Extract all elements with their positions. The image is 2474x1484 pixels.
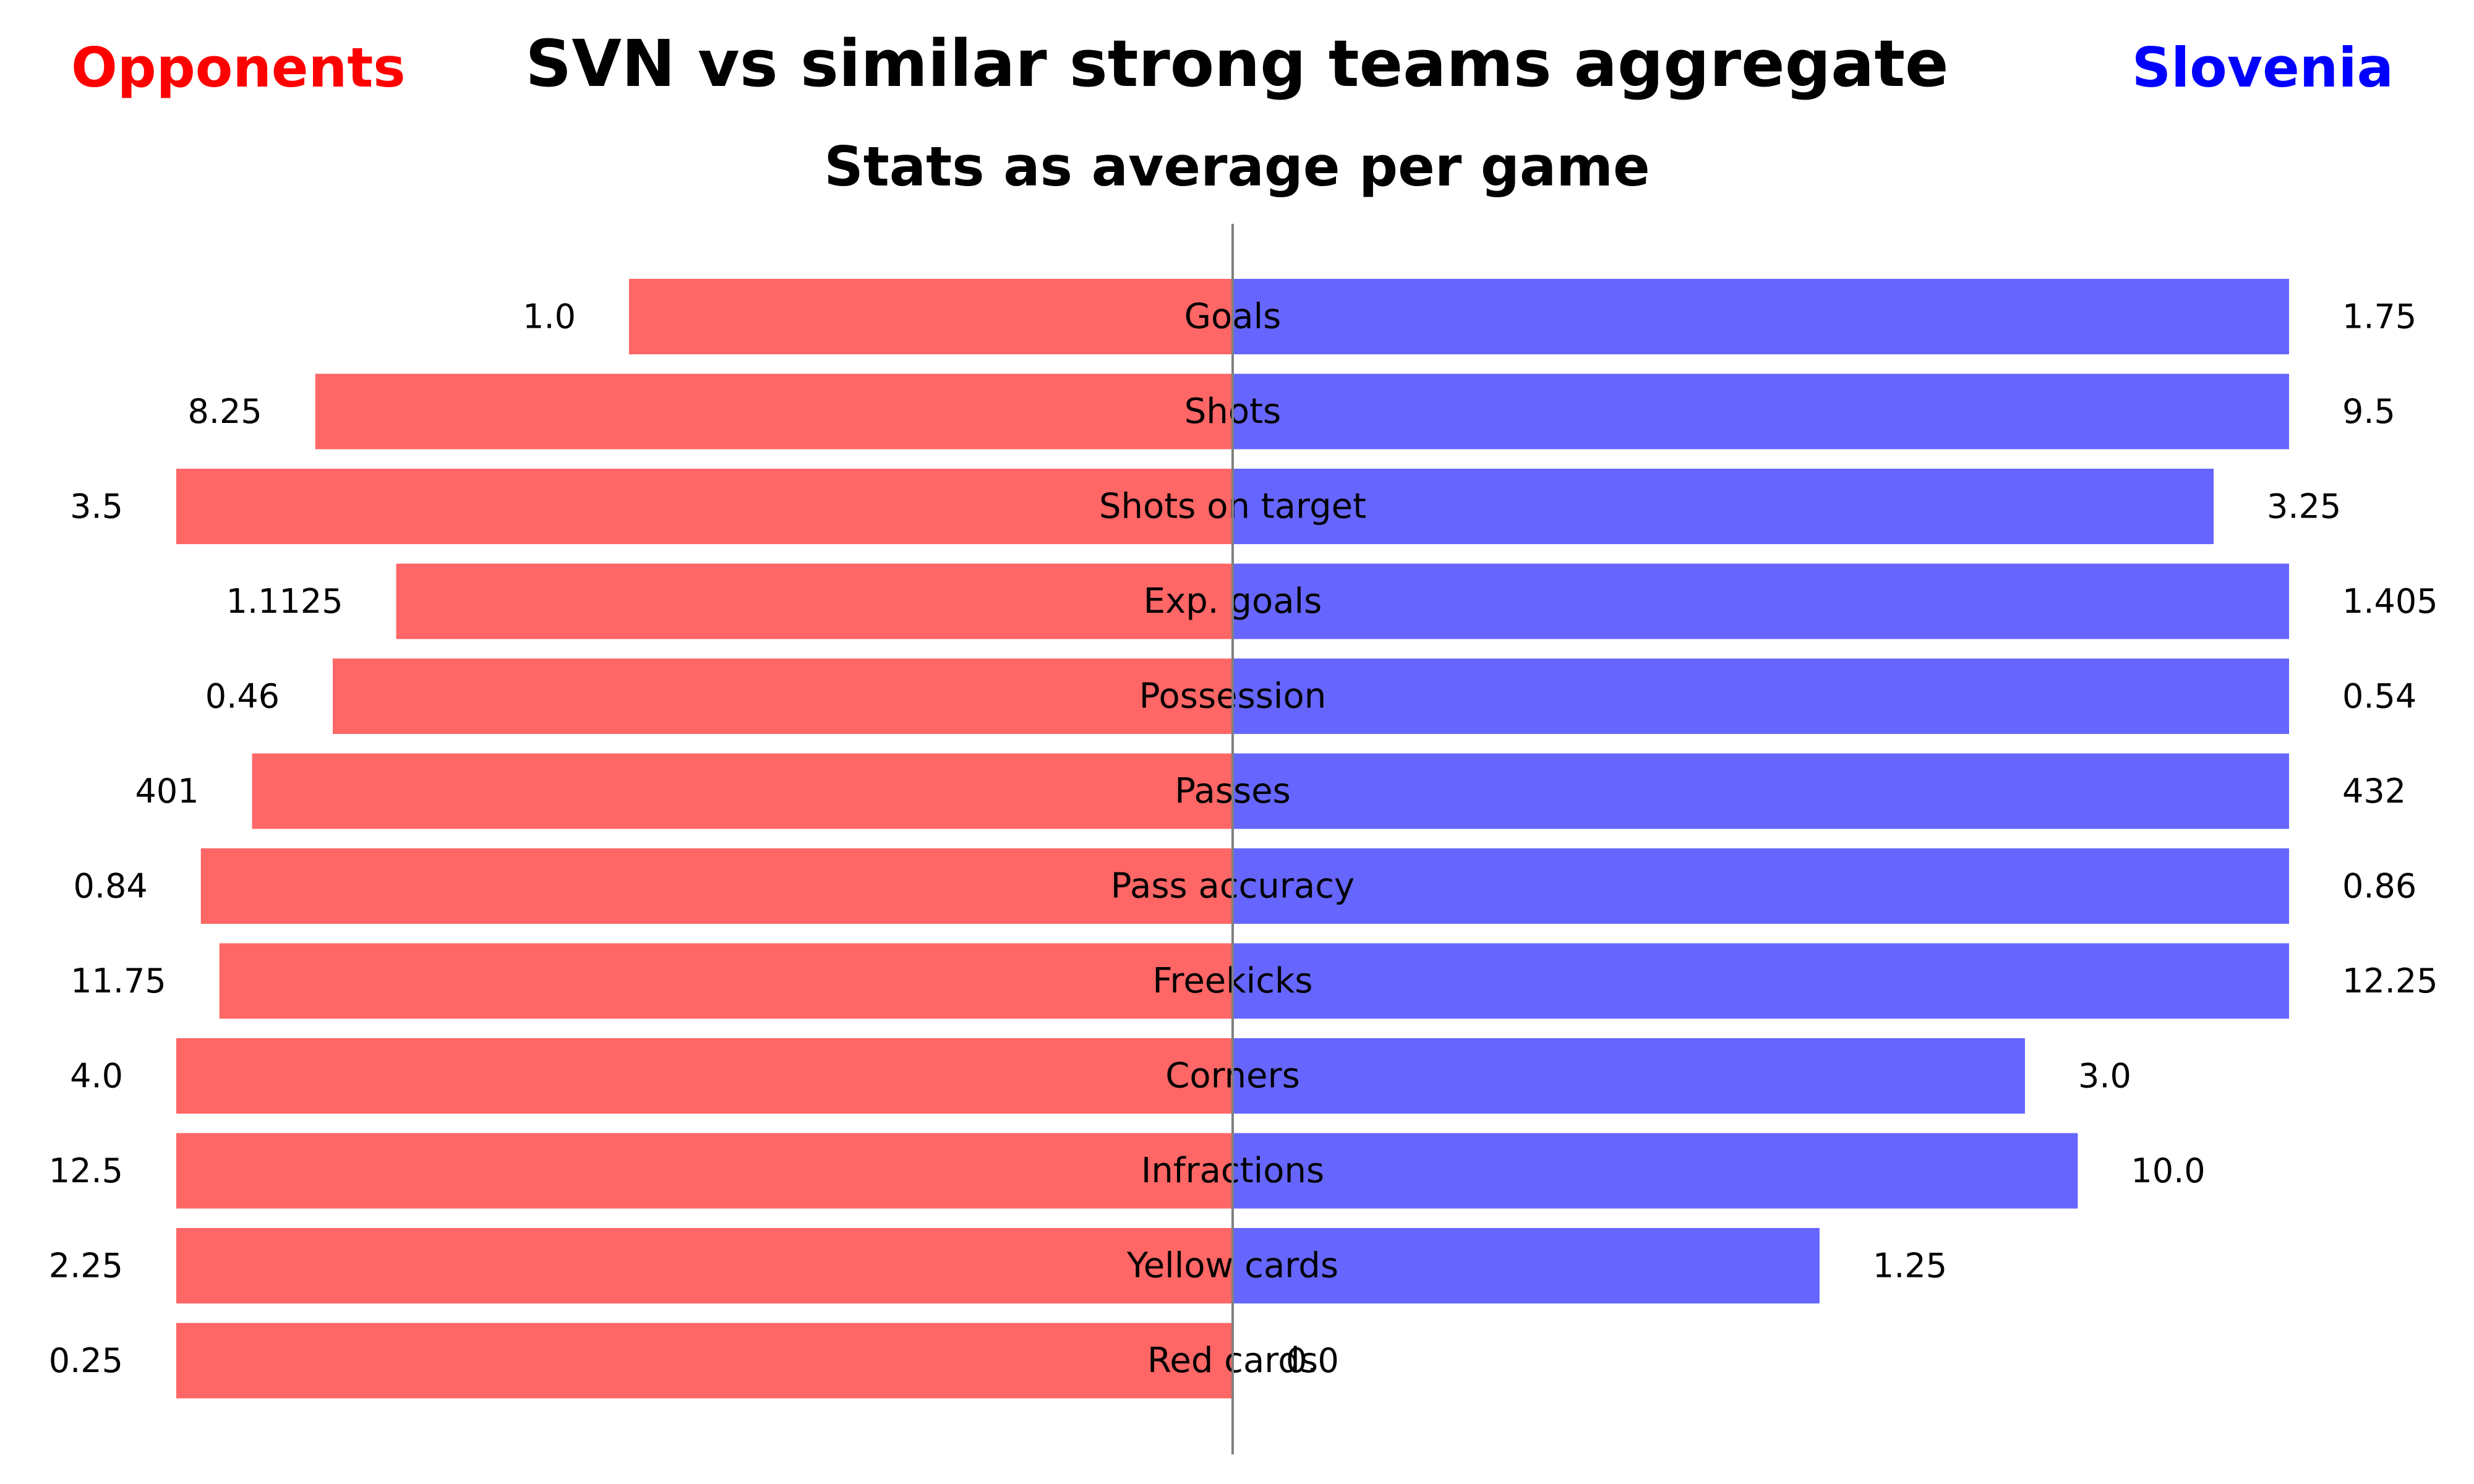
bar-opponents-shots xyxy=(315,373,1233,450)
bar-slovenia-shots xyxy=(1233,373,2289,450)
bar-opponents-goals xyxy=(629,279,1233,354)
bar-slovenia-infractions xyxy=(1233,1133,2078,1209)
bar-slovenia-possession xyxy=(1233,659,2289,734)
bar-opponents-pass-accuracy xyxy=(200,848,1233,924)
value-label-slovenia-exp-goals: 1.405 xyxy=(2342,582,2438,621)
value-label-slovenia-shots-on-target: 3.25 xyxy=(2267,487,2341,526)
value-label-slovenia-pass-accuracy: 0.86 xyxy=(2342,867,2416,906)
value-label-slovenia-yellow-cards: 1.25 xyxy=(1873,1247,1947,1286)
value-label-slovenia-infractions: 10.0 xyxy=(2131,1151,2205,1190)
value-label-opponents-exp-goals: 1.1125 xyxy=(226,582,343,621)
value-label-slovenia-shots: 9.5 xyxy=(2342,392,2395,431)
value-label-opponents-possession: 0.46 xyxy=(205,677,280,716)
chart-title: SVN vs similar strong teams aggregate xyxy=(525,26,1949,101)
bar-opponents-freekicks xyxy=(219,943,1233,1019)
value-label-slovenia-freekicks: 12.25 xyxy=(2342,962,2438,1000)
bar-opponents-passes xyxy=(252,753,1233,829)
bar-opponents-red-cards xyxy=(176,1323,1233,1399)
value-label-opponents-pass-accuracy: 0.84 xyxy=(73,867,147,906)
value-label-slovenia-possession: 0.54 xyxy=(2342,677,2416,716)
bar-slovenia-freekicks xyxy=(1233,943,2289,1019)
value-label-opponents-yellow-cards: 2.25 xyxy=(49,1247,123,1286)
value-label-opponents-freekicks: 11.75 xyxy=(71,962,166,1000)
bar-opponents-corners xyxy=(176,1038,1233,1114)
value-label-opponents-shots-on-target: 3.5 xyxy=(70,487,123,526)
opponents-team-label: Opponents xyxy=(71,36,406,100)
bar-slovenia-goals xyxy=(1233,279,2289,354)
bar-slovenia-passes xyxy=(1233,753,2289,829)
value-label-slovenia-passes: 432 xyxy=(2342,772,2406,811)
value-label-opponents-passes: 401 xyxy=(135,772,199,811)
bar-opponents-yellow-cards xyxy=(176,1228,1233,1303)
bar-slovenia-yellow-cards xyxy=(1233,1228,1820,1303)
bar-slovenia-pass-accuracy xyxy=(1233,848,2289,924)
bar-slovenia-shots-on-target xyxy=(1233,469,2214,544)
bar-opponents-shots-on-target xyxy=(176,469,1233,544)
value-label-opponents-infractions: 12.5 xyxy=(49,1151,123,1190)
value-label-opponents-corners: 4.0 xyxy=(70,1057,123,1096)
bar-slovenia-exp-goals xyxy=(1233,563,2289,639)
value-label-opponents-shots: 8.25 xyxy=(188,392,262,431)
bar-slovenia-corners xyxy=(1233,1038,2025,1114)
value-label-slovenia-goals: 1.75 xyxy=(2342,297,2416,336)
bar-opponents-infractions xyxy=(176,1133,1233,1209)
value-label-slovenia-corners: 3.0 xyxy=(2078,1057,2131,1096)
bar-opponents-possession xyxy=(333,659,1233,734)
value-label-slovenia-red-cards: 0.0 xyxy=(1286,1341,1339,1380)
chart-subtitle: Stats as average per game xyxy=(824,135,1650,198)
slovenia-team-label: Slovenia xyxy=(2131,36,2394,100)
value-label-opponents-goals: 1.0 xyxy=(523,297,576,336)
value-label-opponents-red-cards: 0.25 xyxy=(49,1341,123,1380)
bar-opponents-exp-goals xyxy=(396,563,1233,639)
